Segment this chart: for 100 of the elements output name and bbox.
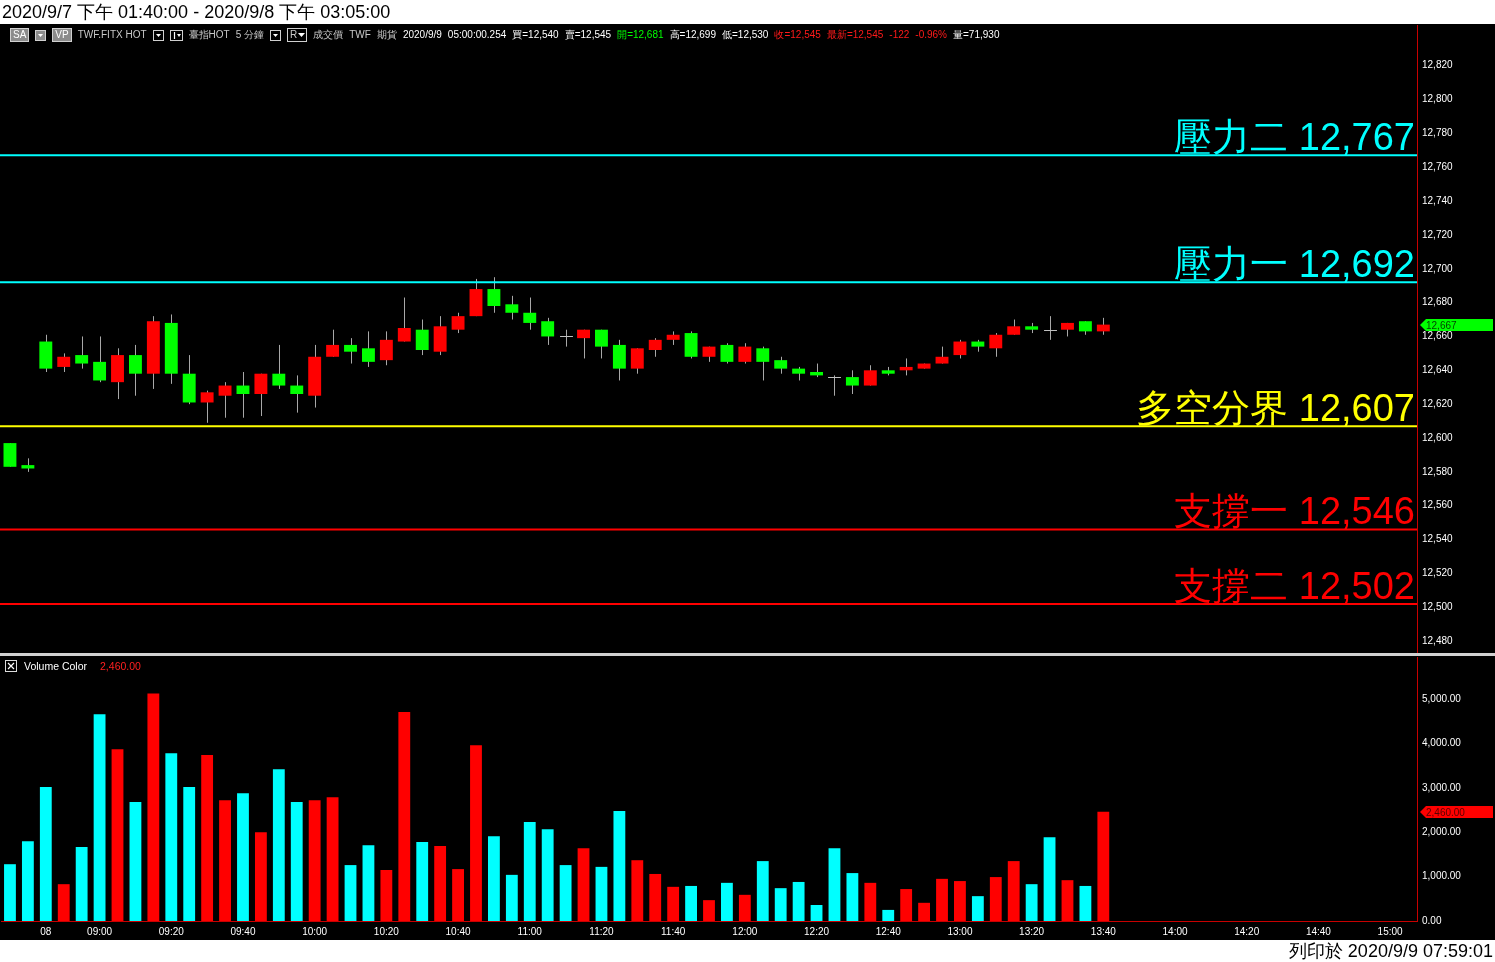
ref-line-label: 支撐二 12,502: [1174, 564, 1415, 607]
chart-title: Volume Color: [24, 660, 88, 672]
bar: [541, 829, 554, 921]
candlestick: [684, 330, 698, 359]
bar: [326, 797, 339, 921]
y-tick-label: 0.00: [1422, 914, 1442, 926]
y-tick-label: 3,000.00: [1422, 781, 1462, 793]
x-tick-label: 13:20: [1019, 925, 1045, 937]
annotation: R: [287, 28, 308, 42]
bar: [1079, 885, 1092, 921]
y-tick-label: 12,740: [1422, 194, 1454, 206]
candlestick: [200, 390, 214, 424]
bar: [936, 878, 948, 921]
bar: [846, 873, 859, 921]
ref-line-label: 支撐一 12,546: [1174, 490, 1415, 533]
y-tick-label: 5,000.00: [1422, 692, 1462, 704]
annotation: -122: [889, 29, 910, 41]
bar: [201, 755, 214, 921]
candlestick: [487, 276, 501, 314]
bar: [4, 864, 16, 921]
candlestick: [75, 335, 89, 370]
y-tick-label: 2,000.00: [1422, 826, 1462, 838]
bar: [272, 769, 285, 921]
candlestick: [559, 329, 574, 348]
bar: [470, 745, 482, 921]
candlestick: [415, 319, 429, 356]
bar: [129, 802, 142, 921]
candlestick: [612, 339, 626, 381]
candlestick: [827, 374, 842, 397]
bar: [703, 900, 715, 921]
candlestick: [272, 344, 286, 390]
bar: [900, 889, 913, 921]
annotation: TWF.FITX HOT: [77, 29, 147, 41]
y-tick-label: 12,800: [1422, 93, 1454, 105]
y-tick-label: 12,600: [1422, 431, 1454, 443]
bar: [685, 885, 697, 921]
y-tick-label: 12,760: [1422, 160, 1454, 172]
bar: [918, 902, 930, 921]
text: 列印於 2020/9/9 07:59:01: [1288, 941, 1493, 961]
bar: [613, 810, 626, 921]
bar: [1097, 811, 1110, 921]
candlestick: [218, 381, 232, 419]
bar: [954, 881, 966, 921]
bar: [237, 793, 249, 921]
y-tick-label: 12,540: [1422, 533, 1454, 545]
bar: [111, 749, 124, 921]
bar: [452, 869, 464, 921]
bar: [828, 848, 841, 921]
x-tick-label: 14:20: [1234, 925, 1260, 937]
annotation: -0.96%: [915, 29, 948, 41]
bar: [505, 874, 518, 921]
x-tick-label: 14:40: [1305, 925, 1332, 937]
bar: [1025, 884, 1038, 921]
annotation: 臺指HOT: [188, 29, 230, 41]
y-tick-label: 12,640: [1422, 364, 1454, 376]
bar: [75, 846, 88, 921]
x-tick-label: 12:20: [804, 925, 830, 937]
bar: [1007, 861, 1020, 921]
y-tick-label: 12,520: [1422, 567, 1454, 579]
candlestick: [326, 329, 340, 358]
bar: [488, 836, 500, 921]
bar: [434, 846, 447, 921]
bar: [756, 861, 769, 921]
bar: [721, 882, 733, 921]
bar: [93, 714, 106, 921]
y-tick-label: 12,620: [1422, 397, 1454, 409]
bar: [398, 712, 411, 921]
text: 2,460.00: [1426, 806, 1466, 818]
annotation: TWF: [349, 29, 371, 41]
candlestick: [128, 344, 142, 397]
bar: [577, 848, 590, 921]
bar: [290, 802, 303, 921]
candlestick: [397, 297, 411, 343]
bar: [362, 845, 375, 921]
bar: [882, 909, 895, 921]
y-tick-label: 12,820: [1422, 59, 1454, 71]
bar: [39, 787, 52, 921]
ref-line-label: 多空分界 12,607: [1136, 387, 1415, 430]
candlestick: [93, 335, 107, 383]
annotation: 收=12,545: [774, 29, 821, 41]
bar: [631, 860, 644, 921]
bar: [1061, 880, 1074, 921]
candlestick: [738, 342, 752, 365]
bar: [219, 800, 231, 921]
y-tick-label: 12,500: [1422, 601, 1454, 613]
annotation: 低=12,530: [722, 29, 769, 41]
annotation: 2020/9/9: [402, 29, 442, 41]
chart-title: 2020/9/7 下午 01:40:00 - 2020/9/8 下午 03:05:00: [2, 1, 391, 23]
annotation: 5 分鐘: [235, 29, 265, 41]
annotation: 買=12,540: [512, 29, 559, 41]
bar: [774, 888, 787, 921]
y-tick-label: 12,660: [1422, 330, 1454, 342]
y-tick-label: 4,000.00: [1422, 737, 1462, 749]
x-tick-label: 15:00: [1377, 925, 1404, 937]
bar: [21, 841, 34, 921]
candlestick: [541, 317, 555, 346]
annotation: 賣=12,545: [564, 29, 612, 41]
x-tick-label: 11:00: [517, 925, 543, 937]
candlestick: [254, 373, 268, 417]
bar: [254, 832, 267, 921]
